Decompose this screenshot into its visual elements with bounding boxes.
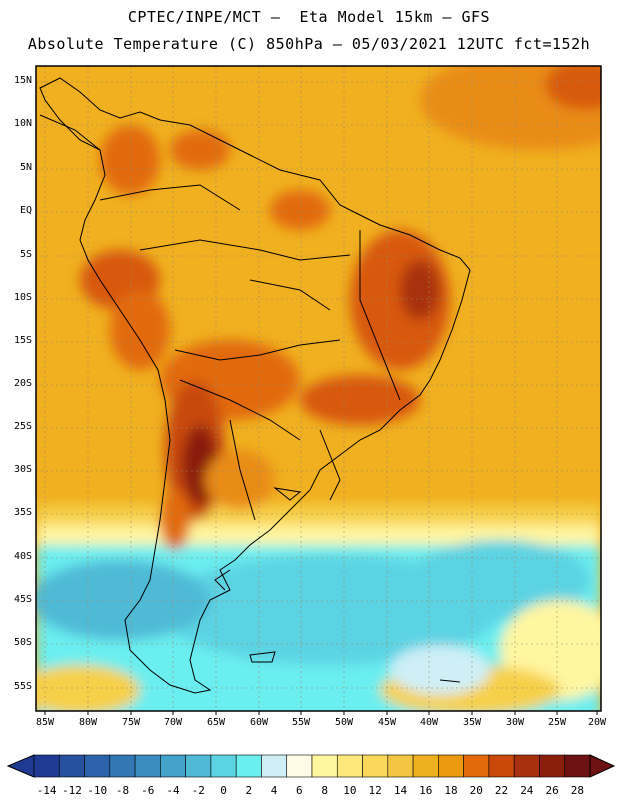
colorbar-swatch (160, 754, 186, 778)
colorbar-label: 16 (419, 784, 433, 797)
colorbar-label: 2 (245, 784, 253, 797)
colorbar-label: -10 (87, 784, 108, 797)
longitude-label: 45W (377, 717, 397, 728)
colorbar-swatch (488, 754, 515, 778)
longitude-label: 40W (419, 717, 439, 728)
colorbar-swatch (463, 754, 490, 778)
longitude-label: 50W (334, 717, 354, 728)
latitude-label: 5N (19, 162, 32, 173)
colorbar-swatch (311, 754, 338, 778)
colorbar-label: 22 (494, 784, 509, 797)
map-title-line-1: CPTEC/INPE/MCT – Eta Model 15km – GFS (127, 8, 491, 26)
longitude-label: 55W (291, 717, 311, 728)
colorbar-swatch (33, 754, 60, 778)
colorbar-swatch (564, 754, 591, 778)
colorbar-swatch (261, 754, 288, 778)
latitude-label: 55S (13, 681, 32, 692)
longitude-label: 85W (35, 717, 55, 728)
colorbar-swatch (286, 754, 313, 778)
latitude-label: 35S (13, 507, 32, 518)
colorbar-swatch (412, 754, 439, 778)
colorbar-label: 8 (321, 784, 328, 797)
map-title-line-2: Absolute Temperature (C) 850hPa – 05/03/… (27, 35, 591, 53)
colorbar-label: 24 (520, 784, 534, 797)
latitude-label: 40S (13, 551, 32, 562)
latitude-label: 45S (13, 594, 32, 605)
longitude-label: 20W (587, 717, 607, 728)
colorbar-swatch (210, 754, 237, 778)
longitude-label: 25W (547, 717, 567, 728)
colorbar-label: 14 (393, 784, 408, 797)
colorbar-swatch (235, 754, 262, 778)
coastlines-and-borders (39, 77, 471, 694)
colorbar-label: 10 (343, 784, 357, 797)
colorbar-label: 26 (545, 784, 559, 797)
colorbar-swatch (84, 754, 111, 778)
colorbar-label: 28 (570, 784, 584, 797)
colorbar-label: -14 (36, 784, 57, 797)
colorbar-label: 20 (469, 784, 483, 797)
latitude-label: 15N (13, 75, 32, 86)
colorbar-swatch (185, 754, 212, 778)
colorbar-swatch (134, 754, 161, 778)
latitude-label: 10S (13, 292, 32, 303)
colorbar-swatch (58, 754, 85, 778)
latitude-label: 50S (13, 637, 32, 648)
temperature-field (36, 66, 601, 711)
colorbar-label: 0 (220, 784, 227, 797)
colorbar-label: 18 (444, 784, 458, 797)
colorbar-arrow-high (589, 754, 616, 778)
latitude-label: 5S (19, 249, 32, 260)
longitude-label: 80W (78, 717, 98, 728)
colorbar-label: 6 (296, 784, 303, 797)
axis-ticks (44, 711, 598, 715)
longitude-label: 60W (249, 717, 269, 728)
latitude-label: 15S (13, 335, 32, 346)
colorbar-label: -2 (191, 784, 205, 797)
latitude-label: 10N (13, 118, 32, 129)
map-frame (35, 65, 602, 712)
colorbar-swatch (539, 754, 566, 778)
longitude-label: 35W (462, 717, 482, 728)
colorbar-arrow-low (6, 754, 35, 778)
latitude-label: EQ (19, 205, 32, 216)
colorbar-label: 4 (270, 784, 278, 797)
colorbar-swatch (438, 754, 464, 778)
latitude-label: 25S (13, 421, 32, 432)
longitude-label: 75W (121, 717, 141, 728)
colorbar-label: -6 (141, 784, 155, 797)
colorbar-swatch (387, 754, 414, 778)
graticule (36, 66, 601, 711)
colorbar-label: -8 (115, 784, 130, 797)
latitude-label: 20S (13, 378, 32, 389)
latitude-label: 30S (13, 464, 32, 475)
colorbar-swatch (109, 754, 136, 778)
colorbar (6, 754, 616, 778)
colorbar-label: -4 (166, 784, 180, 797)
longitude-label: 70W (163, 717, 183, 728)
colorbar-swatch (336, 754, 363, 778)
longitude-label: 30W (505, 717, 525, 728)
colorbar-label: -12 (61, 784, 82, 797)
colorbar-swatch (513, 754, 540, 778)
longitude-label: 65W (206, 717, 226, 728)
colorbar-label: 12 (368, 784, 382, 797)
colorbar-swatch (362, 754, 389, 778)
